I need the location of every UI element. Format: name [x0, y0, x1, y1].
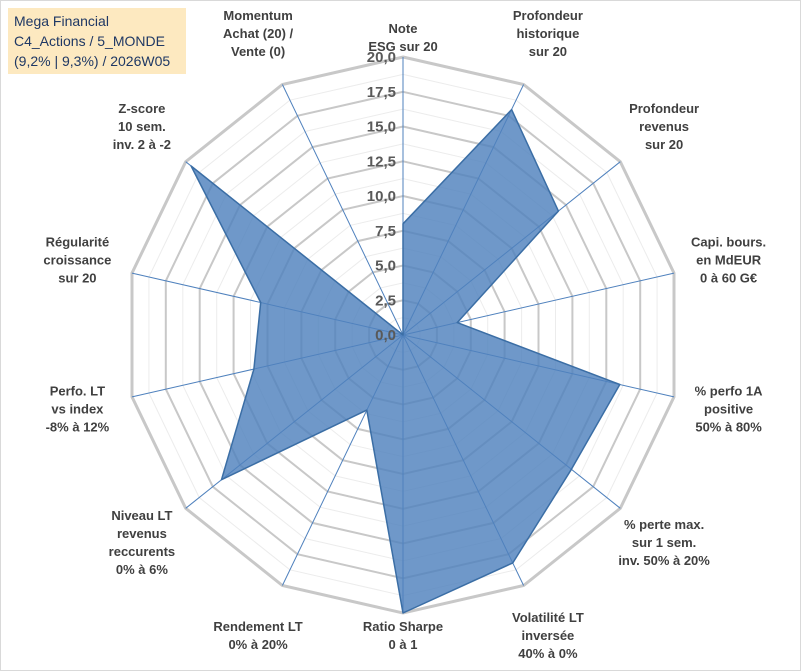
axis-label-line: sur 20 — [529, 44, 567, 59]
axis-label-line: Momentum — [223, 8, 292, 23]
axis-label-line: Régularité — [46, 235, 110, 250]
axis-label-line: 50% à 80% — [695, 419, 762, 434]
axis-labels: Note ESG sur 20 Profondeur historique sur 20… — [43, 8, 766, 661]
axis-label-line: sur 1 sem. — [632, 535, 696, 550]
axis-spoke — [281, 84, 404, 336]
axis-label-4: Capi. bours. en MdEUR 0 à 60 G€ — [691, 235, 766, 286]
axis-label-line: Z-score — [118, 101, 165, 116]
axis-label-line: vs index — [51, 401, 104, 416]
tick-label: 15,0 — [367, 119, 396, 136]
axis-label-line: 0 à 1 — [389, 637, 418, 652]
axis-label-line: inv. 50% à 20% — [618, 553, 710, 568]
tick-label: 7,5 — [375, 223, 396, 240]
axis-label-line: revenus — [117, 526, 167, 541]
axis-label-line: croissance — [43, 253, 111, 268]
axis-label-line: Profondeur — [629, 101, 699, 116]
axis-label-13: Z-score 10 sem. inv. 2 à -2 — [113, 101, 171, 152]
data-polygon — [190, 108, 621, 614]
tick-label: 10,0 — [367, 188, 396, 205]
axis-label-line: sur 20 — [58, 271, 96, 286]
axis-label-line: Profondeur — [513, 8, 583, 23]
tick-label: 12,5 — [367, 153, 396, 170]
tick-label: 5,0 — [375, 258, 396, 275]
axis-label-line: 0% à 6% — [116, 562, 168, 577]
axis-label-line: ESG sur 20 — [368, 39, 437, 54]
axis-label-line: historique — [516, 26, 579, 41]
axis-label-line: % perte max. — [624, 517, 704, 532]
axis-label-12: Régularité croissance sur 20 — [43, 235, 111, 286]
axis-label-line: sur 20 — [645, 137, 683, 152]
axis-label-1: Note ESG sur 20 — [368, 21, 437, 54]
axis-label-6: % perte max. sur 1 sem. inv. 50% à 20% — [618, 517, 710, 568]
axis-label-line: 0% à 20% — [228, 637, 288, 652]
axis-label-3: Profondeur revenus sur 20 — [629, 101, 699, 152]
axis-label-14: Momentum Achat (20) / Vente (0) — [223, 8, 293, 59]
axis-label-9: Rendement LT 0% à 20% — [213, 619, 302, 652]
axis-label-10: Niveau LT revenus reccurents 0% à 6% — [109, 508, 175, 577]
axis-label-2: Profondeur historique sur 20 — [513, 8, 583, 59]
axis-label-line: inversée — [522, 628, 575, 643]
axis-label-line: inv. 2 à -2 — [113, 137, 171, 152]
title-line-1: Mega Financial — [14, 13, 109, 29]
axis-label-line: positive — [704, 401, 753, 416]
axis-label-line: Perfo. LT — [50, 383, 105, 398]
axis-label-line: revenus — [639, 119, 689, 134]
axis-label-line: Niveau LT — [111, 508, 172, 523]
axis-label-line: en MdEUR — [696, 253, 762, 268]
title-line-3: (9,2% | 9,3%) / 2026W05 — [14, 53, 171, 69]
axis-label-line: Volatilité LT — [512, 610, 584, 625]
axis-label-11: Perfo. LT vs index -8% à 12% — [46, 383, 110, 434]
axis-label-line: % perfo 1A — [695, 383, 764, 398]
chart-title-box: Mega Financial C4_Actions / 5_MONDE (9,2… — [8, 8, 186, 74]
axis-label-line: Vente (0) — [231, 44, 285, 59]
tick-label: 2,5 — [375, 292, 396, 309]
axis-label-7: Volatilité LT inversée 40% à 0% — [512, 610, 584, 661]
data-series — [190, 108, 621, 614]
axis-label-line: 0 à 60 G€ — [700, 271, 757, 286]
tick-label: 20,0 — [367, 49, 396, 66]
axis-label-8: Ratio Sharpe 0 à 1 — [363, 619, 443, 652]
tick-label: 0,0 — [375, 327, 396, 344]
axis-label-line: Capi. bours. — [691, 235, 766, 250]
radial-tick-labels: 0,0 2,5 5,0 7,5 10,0 12,5 15,0 17,5 20,0 — [367, 49, 396, 344]
axis-label-5: % perfo 1A positive 50% à 80% — [695, 383, 764, 434]
axis-label-line: Note — [389, 21, 418, 36]
tick-label: 17,5 — [367, 84, 396, 101]
axis-label-line: 40% à 0% — [518, 646, 578, 661]
title-line-2: C4_Actions / 5_MONDE — [14, 33, 165, 49]
axis-label-line: reccurents — [109, 544, 175, 559]
axis-label-line: Ratio Sharpe — [363, 619, 443, 634]
axis-label-line: 10 sem. — [118, 119, 166, 134]
axis-label-line: Achat (20) / — [223, 26, 293, 41]
axis-label-line: Rendement LT — [213, 619, 302, 634]
axis-label-line: -8% à 12% — [46, 419, 110, 434]
